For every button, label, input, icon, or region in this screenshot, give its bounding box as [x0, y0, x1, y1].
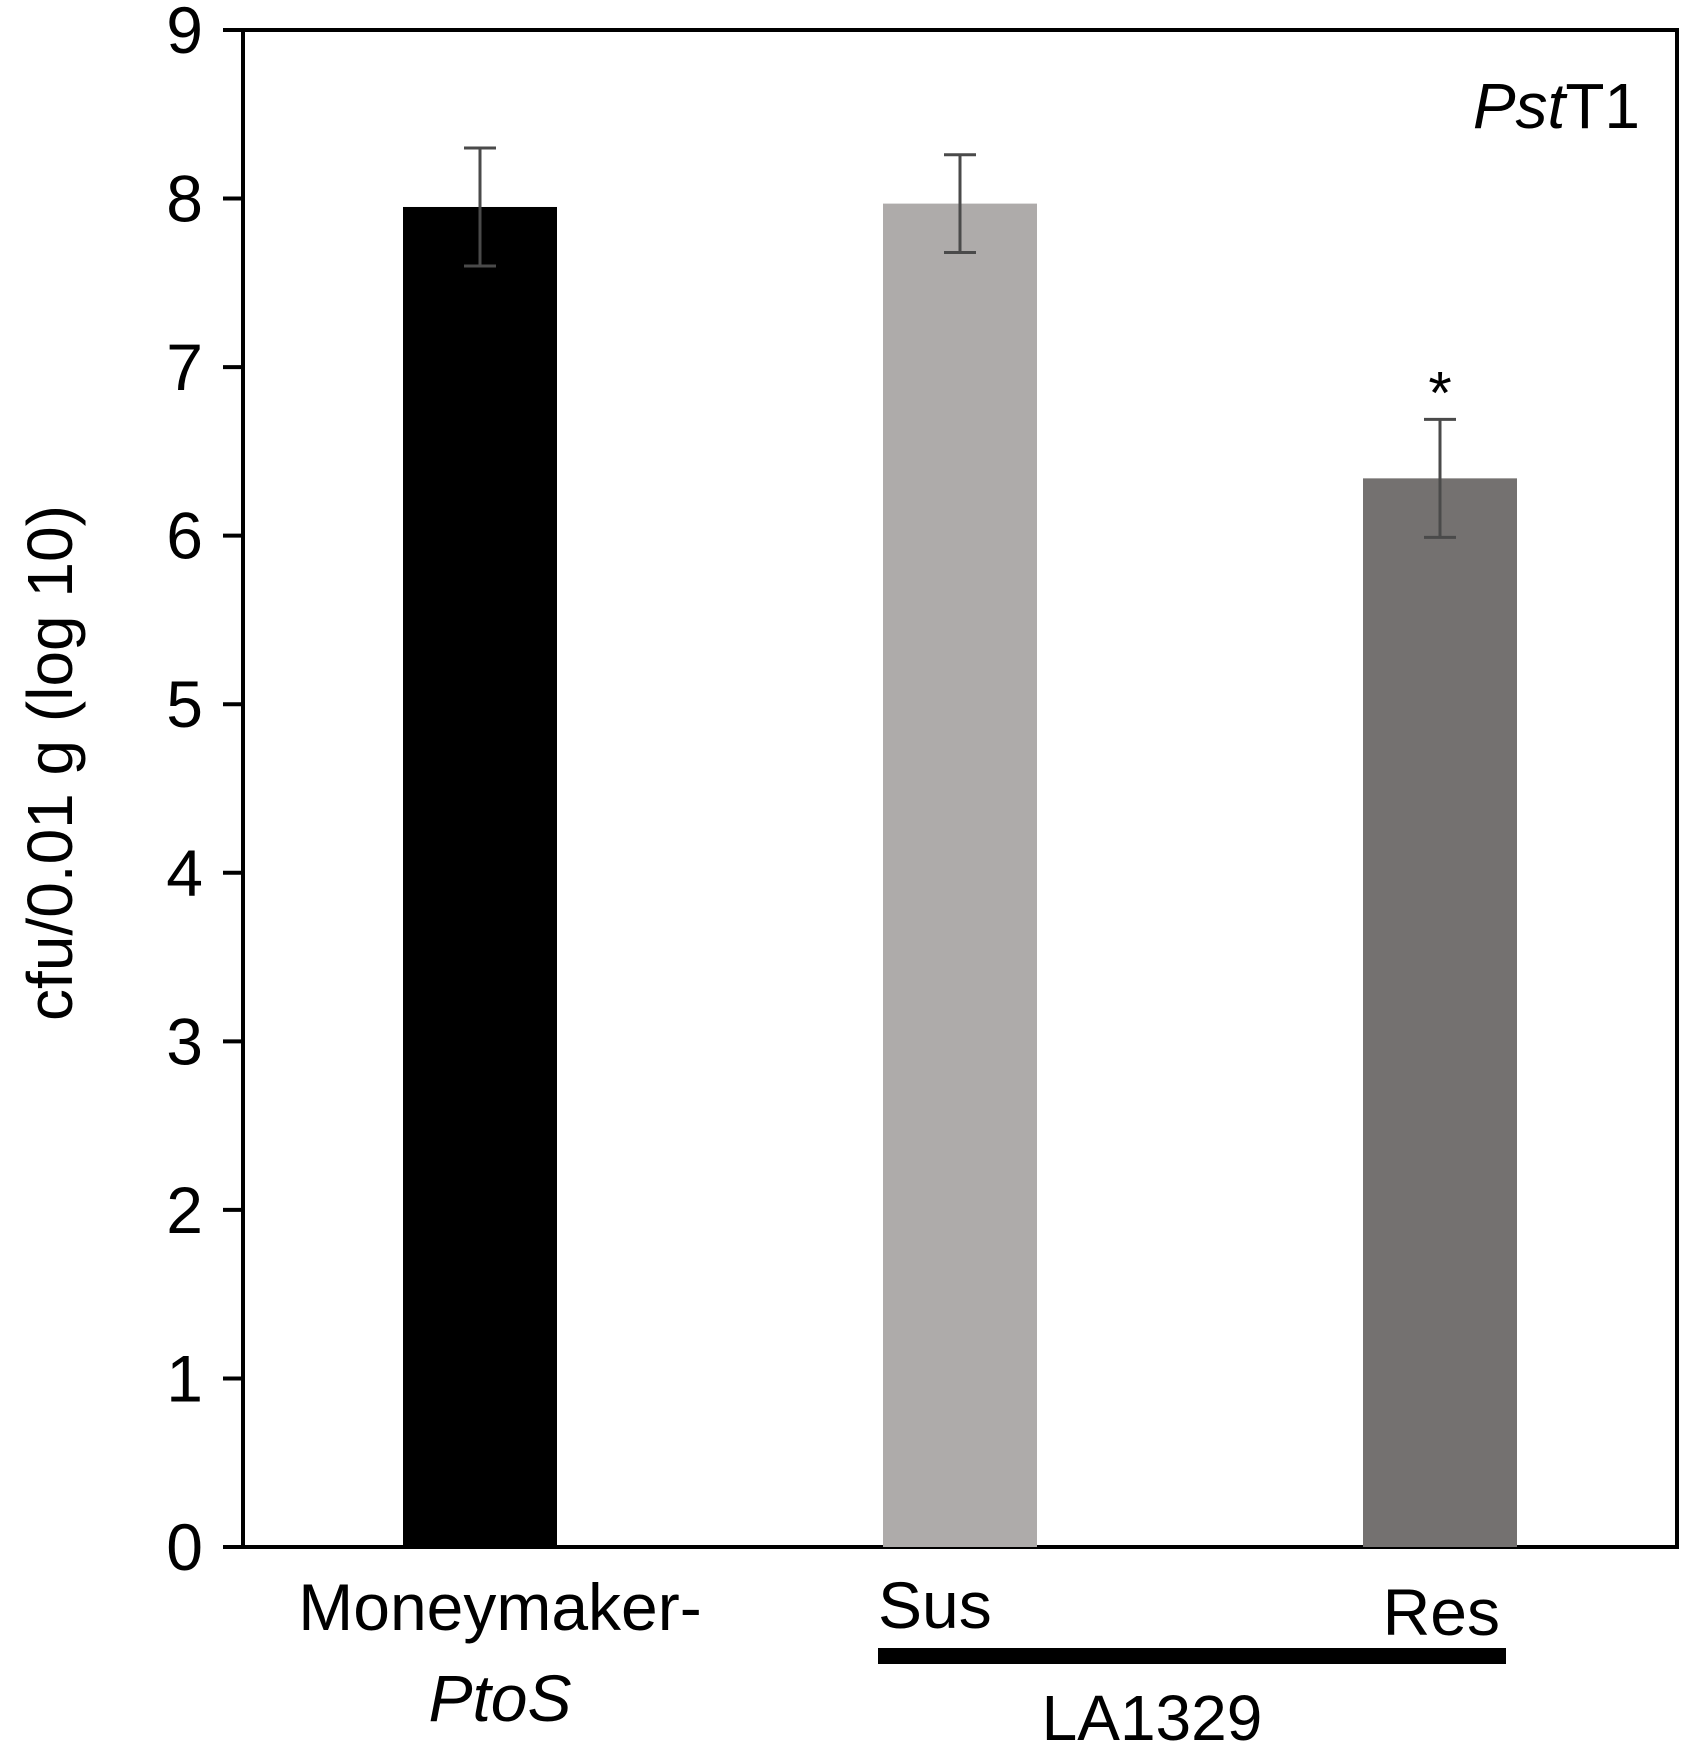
bars: * [403, 146, 1517, 1548]
x-tick-label: Res [1383, 1575, 1500, 1649]
group-label: LA1329 [1042, 1682, 1263, 1752]
y-tick-label: 8 [166, 162, 203, 236]
group-bracket [878, 1648, 1506, 1664]
x-tick-label-line2: PtoS [428, 1661, 571, 1735]
y-tick-label: 3 [166, 1004, 203, 1078]
y-tick-label: 6 [166, 499, 203, 573]
y-axis-label: cfu/0.01 g (log 10) [14, 505, 86, 1021]
y-tick-label: 4 [166, 836, 203, 910]
x-tick-label: Sus [878, 1568, 992, 1642]
chart-title: PstT1 [1473, 70, 1640, 142]
y-tick-label: 5 [166, 667, 203, 741]
y-tick-label: 2 [166, 1173, 203, 1247]
bar [1363, 478, 1517, 1547]
bar [883, 203, 1037, 1548]
y-tick-label: 9 [166, 0, 203, 67]
y-axis: 0 1 2 3 4 5 6 7 8 9 [166, 0, 243, 1584]
x-tick-label: Moneymaker- [298, 1570, 701, 1644]
x-axis-labels: Moneymaker- PtoS Sus Res [298, 1568, 1500, 1735]
bar [403, 206, 557, 1547]
y-tick-label: 1 [166, 1341, 203, 1415]
significance-mark: * [1428, 359, 1451, 426]
y-tick-label: 7 [166, 330, 203, 404]
chart-title-italic: Pst [1473, 70, 1568, 142]
chart-title-normal: T1 [1565, 70, 1640, 142]
y-tick-label: 0 [166, 1510, 203, 1584]
